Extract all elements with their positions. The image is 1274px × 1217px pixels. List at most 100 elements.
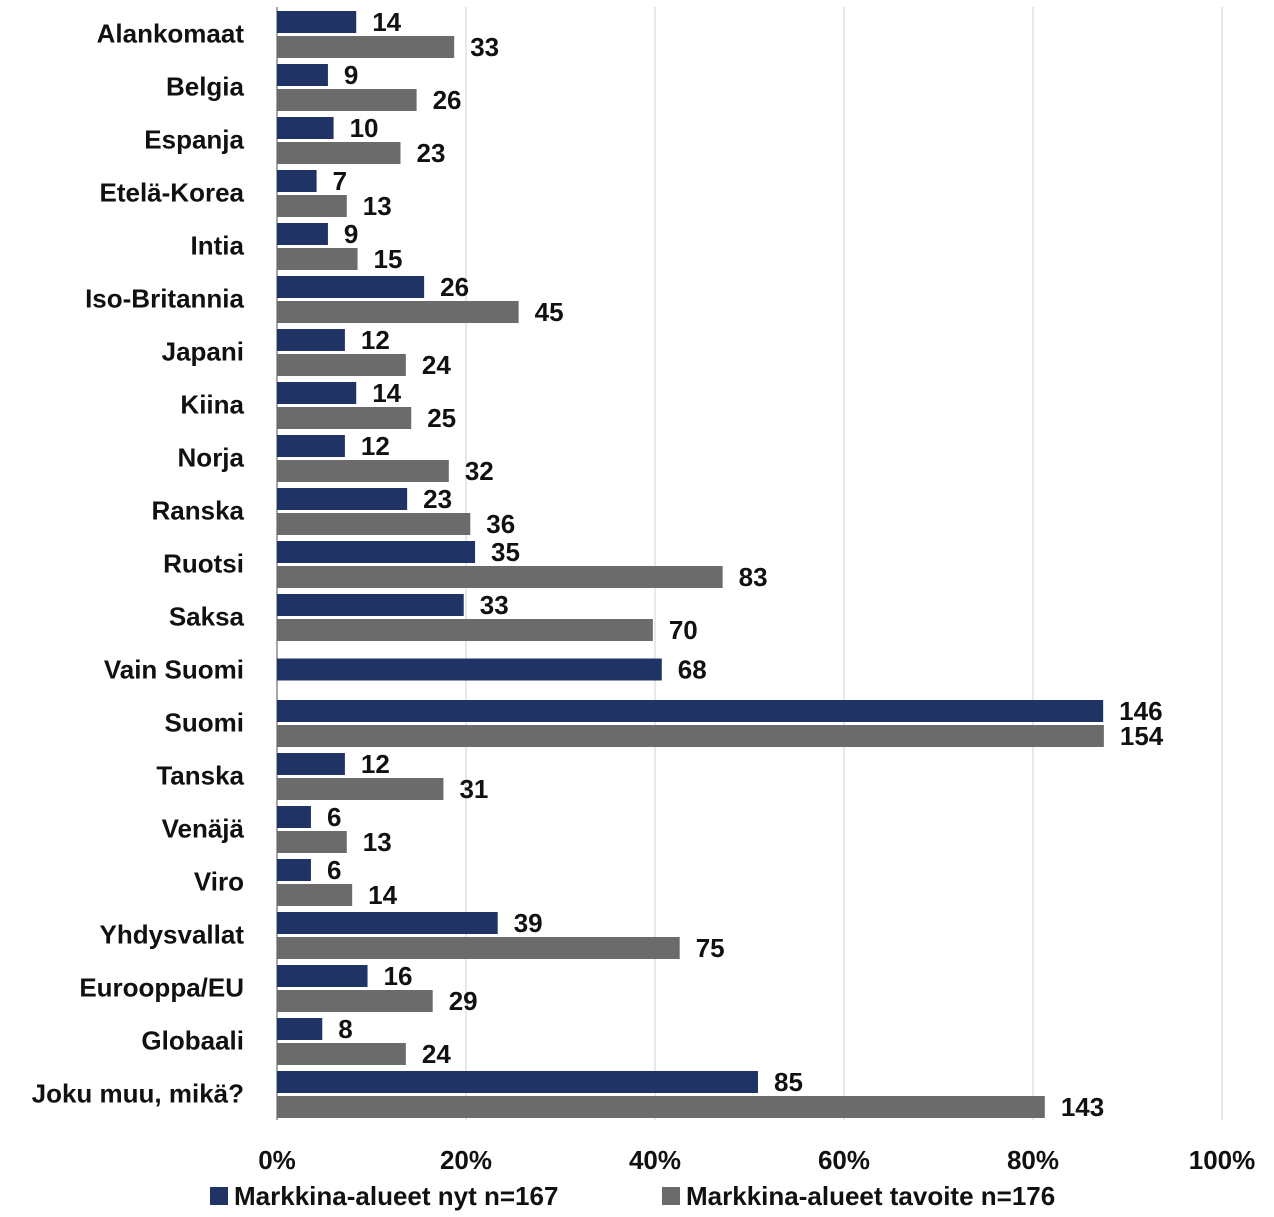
bar: [277, 1071, 758, 1093]
category-label: Iso-Britannia: [85, 284, 244, 314]
data-label: 45: [535, 297, 564, 327]
bar: [277, 831, 347, 853]
data-label: 85: [774, 1067, 803, 1097]
data-label: 36: [486, 509, 515, 539]
data-label: 25: [427, 403, 456, 433]
x-tick-label: 0%: [258, 1145, 296, 1175]
category-label: Vain Suomi: [104, 655, 244, 685]
category-label: Japani: [162, 337, 244, 367]
bar: [277, 142, 401, 164]
bar: [277, 778, 444, 800]
data-label: 154: [1120, 721, 1164, 751]
x-tick-label: 60%: [818, 1145, 870, 1175]
category-label: Saksa: [169, 602, 245, 632]
category-label: Venäjä: [162, 814, 245, 844]
data-label: 13: [363, 191, 392, 221]
data-label: 9: [344, 219, 358, 249]
data-label: 83: [739, 562, 768, 592]
bar: [277, 859, 311, 881]
data-label: 12: [361, 749, 390, 779]
data-label: 15: [374, 244, 403, 274]
bar: [277, 89, 417, 111]
bar: [277, 990, 433, 1012]
category-label: Ruotsi: [163, 549, 244, 579]
data-label: 33: [470, 32, 499, 62]
data-label: 35: [491, 537, 520, 567]
bar: [277, 513, 471, 535]
bar: [277, 435, 345, 457]
data-label: 39: [514, 908, 543, 938]
category-label: Tanska: [156, 761, 244, 791]
data-label: 23: [423, 484, 452, 514]
category-label: Norja: [178, 443, 245, 473]
data-label: 16: [384, 961, 413, 991]
bar: [277, 658, 662, 681]
category-label: Intia: [191, 231, 245, 261]
bar: [277, 937, 680, 959]
bar: [277, 594, 464, 616]
bar: [277, 407, 412, 429]
bar: [277, 11, 357, 33]
data-label: 146: [1119, 696, 1162, 726]
bar: [277, 884, 353, 906]
bar: [277, 329, 345, 351]
data-label: 6: [327, 855, 341, 885]
bar: [277, 460, 449, 482]
bar: [277, 1018, 323, 1040]
category-label: Yhdysvallat: [99, 920, 244, 950]
data-label: 32: [465, 456, 494, 486]
bar: [277, 64, 328, 86]
category-label: Kiina: [180, 390, 244, 420]
bar: [277, 965, 368, 987]
bar: [277, 382, 357, 404]
bar: [277, 912, 498, 934]
labels: 0% 20% 40% 60% 80% 100% Alankomaat 14 33 Belgia 9 2…: [32, 7, 1256, 1175]
bar: [277, 1096, 1045, 1118]
data-label: 24: [422, 350, 451, 380]
data-label: 10: [350, 113, 379, 143]
data-label: 9: [344, 60, 358, 90]
category-label: Suomi: [165, 708, 244, 738]
category-label: Joku muu, mikä?: [32, 1079, 244, 1109]
bar: [277, 488, 408, 510]
bar: [277, 223, 328, 245]
bar: [277, 1043, 406, 1065]
bar: [277, 170, 317, 192]
bar: [277, 301, 519, 323]
category-label: Etelä-Korea: [100, 178, 245, 208]
data-label: 23: [416, 138, 445, 168]
bar: [277, 354, 406, 376]
category-label: Viro: [194, 867, 244, 897]
bar: [277, 195, 347, 217]
data-label: 13: [363, 827, 392, 857]
data-label: 12: [361, 431, 390, 461]
data-label: 24: [422, 1039, 451, 1069]
bar: [277, 566, 723, 588]
bar: [277, 276, 425, 298]
legend-label: Markkina-alueet tavoite n=176: [686, 1181, 1055, 1211]
data-label: 14: [372, 378, 401, 408]
x-tick-label: 20%: [440, 1145, 492, 1175]
data-label: 12: [361, 325, 390, 355]
data-label: 14: [372, 7, 401, 37]
data-label: 29: [449, 986, 478, 1016]
legend: Markkina-alueet nyt n=167 Markkina-alueet…: [210, 1181, 1055, 1211]
bar: [277, 36, 455, 58]
legend-swatch: [662, 1187, 680, 1205]
x-tick-label: 100%: [1189, 1145, 1256, 1175]
bar: [277, 700, 1104, 722]
data-label: 14: [368, 880, 397, 910]
data-label: 68: [678, 655, 707, 685]
x-tick-label: 80%: [1007, 1145, 1059, 1175]
bar: [277, 753, 345, 775]
category-label: Espanja: [144, 125, 244, 155]
gridlines: [276, 7, 1223, 1120]
category-label: Eurooppa/EU: [79, 973, 244, 1003]
data-label: 143: [1061, 1092, 1104, 1122]
bar: [277, 725, 1104, 747]
category-label: Belgia: [166, 72, 245, 102]
data-label: 26: [433, 85, 462, 115]
